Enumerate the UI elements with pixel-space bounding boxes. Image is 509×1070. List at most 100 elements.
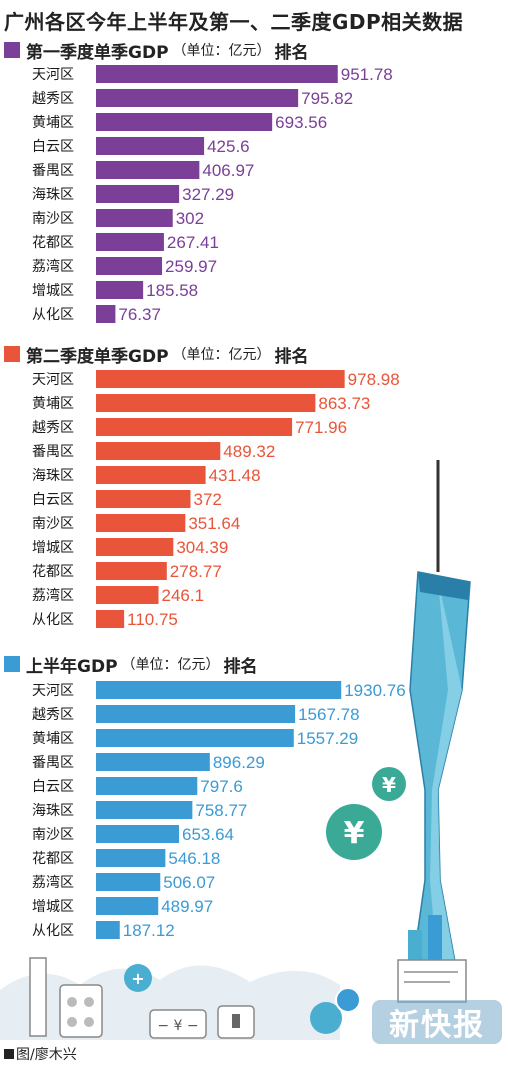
q1-category-label: 海珠区 (32, 187, 74, 203)
q2-category-label: 花都区 (32, 564, 74, 580)
q2-value-label: 489.32 (223, 442, 275, 461)
h1-value-label: 896.29 (213, 753, 265, 772)
h1-value-label: 1557.29 (297, 729, 358, 748)
q2-category-label: 增城区 (32, 540, 74, 556)
h1-category-label: 天河区 (32, 683, 74, 699)
q2-value-label: 351.64 (188, 514, 240, 533)
q2-section-header: 第二季度单季GDP （单位：亿元） 排名 (4, 342, 309, 367)
finance-skyline-illustration: + − ¥ − (0, 915, 467, 1040)
h1-value-label: 1567.78 (298, 705, 359, 724)
h1-value-label: 187.12 (123, 921, 175, 940)
q2-category-label: 越秀区 (32, 420, 74, 436)
svg-text:− ¥ −: − ¥ − (157, 1018, 198, 1034)
q2-gdp-bar-chart: 天河区 978.98 黄埔区 863.73 越秀区 771.96 番禺区 489.32 海珠区 4… (32, 370, 400, 629)
q2-value-label: 278.77 (170, 562, 222, 581)
q2-title-unit: （单位：亿元） (172, 347, 271, 363)
h1-category-label: 越秀区 (32, 707, 74, 723)
h1-value-label: 653.64 (182, 825, 234, 844)
h1-bar (96, 873, 161, 891)
q1-title-main: 第一季度单季GDP (26, 42, 169, 63)
q1-bar (96, 281, 144, 299)
h1-bar (96, 825, 180, 843)
q1-gdp-bar-chart: 天河区 951.78 越秀区 795.82 黄埔区 693.56 白云区 425.6 番禺区 40… (32, 65, 393, 324)
credit-square-icon (4, 1049, 14, 1059)
q1-category-label: 荔湾区 (32, 258, 74, 275)
h1-category-label: 从化区 (32, 923, 74, 939)
h1-value-label: 546.18 (168, 849, 220, 868)
q2-category-label: 天河区 (32, 372, 74, 388)
h1-value-label: 1930.76 (344, 681, 405, 700)
q1-category-label: 越秀区 (32, 91, 74, 107)
q1-legend-swatch (4, 42, 20, 58)
q2-bar (96, 514, 186, 532)
q2-bar (96, 538, 174, 556)
q1-category-label: 黄埔区 (32, 114, 74, 131)
q1-category-label: 从化区 (32, 307, 74, 323)
h1-category-label: 番禺区 (32, 755, 74, 771)
h1-value-label: 758.77 (195, 801, 247, 820)
q1-value-label: 425.6 (207, 137, 250, 156)
q1-bar (96, 257, 163, 275)
q2-legend-swatch (4, 346, 20, 362)
q1-bar (96, 209, 173, 227)
q2-category-label: 南沙区 (32, 516, 74, 532)
h1-title-tail: 排名 (223, 656, 258, 677)
q2-category-label: 海珠区 (32, 468, 74, 484)
q1-value-label: 693.56 (275, 113, 327, 132)
q1-bar (96, 305, 116, 323)
h1-bar (96, 777, 198, 795)
q1-value-label: 327.29 (182, 185, 234, 204)
q2-bar (96, 394, 316, 412)
q2-value-label: 246.1 (162, 586, 205, 605)
q1-category-label: 增城区 (32, 283, 74, 299)
q1-bar (96, 89, 299, 107)
h1-category-label: 黄埔区 (32, 730, 74, 747)
q1-value-label: 795.82 (301, 89, 353, 108)
h1-title-unit: （单位：亿元） (121, 657, 220, 673)
h1-legend-swatch (4, 656, 20, 672)
q2-title-tail: 排名 (274, 346, 309, 367)
q1-bar (96, 113, 273, 131)
q1-bar (96, 185, 180, 203)
q1-bar (96, 65, 338, 83)
q2-bar (96, 490, 191, 508)
q2-bar (96, 562, 167, 580)
q2-bar (96, 466, 206, 484)
q2-title-main: 第二季度单季GDP (26, 346, 169, 367)
q1-value-label: 76.37 (118, 305, 161, 324)
q2-bar (96, 442, 221, 460)
q1-section-header: 第一季度单季GDP （单位：亿元） 排名 (4, 38, 309, 63)
q1-bar (96, 161, 200, 179)
svg-text:¥: ¥ (344, 816, 365, 851)
q1-value-label: 259.97 (165, 257, 217, 276)
q1-category-label: 花都区 (32, 235, 74, 251)
h1-bar (96, 921, 120, 939)
h1-category-label: 白云区 (32, 779, 74, 795)
q1-category-label: 番禺区 (32, 163, 74, 179)
q2-bar (96, 586, 159, 604)
credit-text: 图/廖木兴 (16, 1047, 77, 1063)
h1-gdp-bar-chart: 天河区 1930.76 越秀区 1567.78 黄埔区 1557.29 番禺区 896.29 白… (32, 681, 406, 940)
h1-title-main: 上半年GDP (26, 656, 118, 677)
q1-value-label: 406.97 (202, 161, 254, 180)
q2-value-label: 372 (193, 490, 221, 509)
q2-category-label: 荔湾区 (32, 587, 74, 604)
q2-bar (96, 418, 293, 436)
h1-bar (96, 729, 294, 747)
h1-value-label: 797.6 (200, 777, 243, 796)
q2-bar (96, 610, 125, 628)
q2-category-label: 从化区 (32, 612, 74, 628)
h1-bar (96, 681, 342, 699)
h1-category-label: 花都区 (32, 851, 74, 867)
q2-value-label: 110.75 (127, 610, 178, 629)
h1-category-label: 荔湾区 (32, 874, 74, 891)
q2-bar (96, 370, 345, 388)
h1-bar (96, 849, 166, 867)
q2-value-label: 978.98 (348, 370, 400, 389)
q1-title-tail: 排名 (274, 42, 309, 63)
q2-category-label: 番禺区 (32, 444, 74, 460)
h1-bar (96, 753, 210, 771)
q1-bar (96, 137, 205, 155)
q1-bar (96, 233, 164, 251)
